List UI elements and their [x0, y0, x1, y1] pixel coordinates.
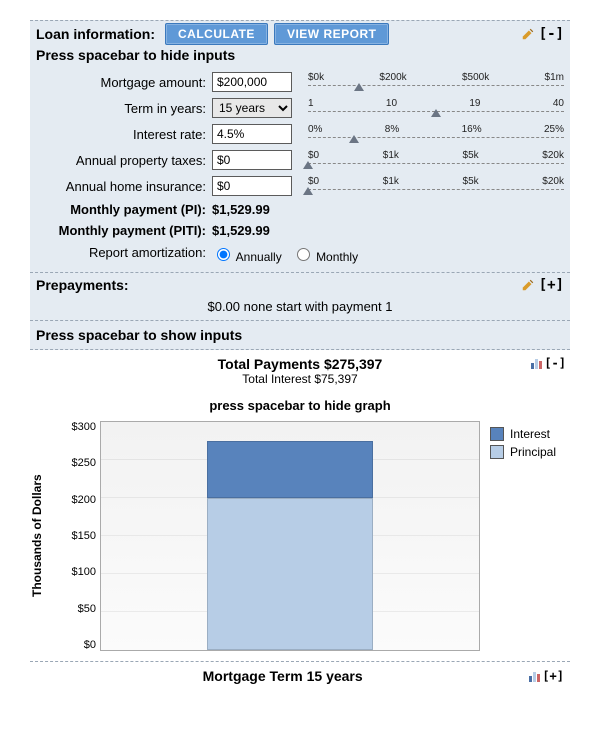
pencil-icon[interactable] [521, 278, 535, 292]
monthly-piti-value: $1,529.99 [212, 223, 302, 238]
show-inputs-row: Press spacebar to show inputs [30, 321, 570, 350]
total-payments-label: Total Payments [218, 356, 320, 372]
term-label: Term in years: [36, 101, 206, 116]
prepayments-title: Prepayments: [36, 277, 129, 293]
insurance-input[interactable] [212, 176, 292, 196]
term-slider[interactable]: 1 10 19 40 [308, 98, 564, 118]
yaxis-ticks: $300 $250 $200 $150 $100 $50 $0 [60, 421, 100, 651]
slider-thumb[interactable] [303, 187, 313, 195]
taxes-input[interactable] [212, 150, 292, 170]
loan-info-title: Loan information: [36, 26, 155, 42]
yaxis-label: Thousands of Dollars [30, 421, 60, 651]
slider-thumb[interactable] [349, 135, 359, 143]
rate-input[interactable] [212, 124, 292, 144]
footer-title: Mortgage Term 15 years [36, 668, 529, 684]
slider-thumb[interactable] [354, 83, 364, 91]
rate-slider[interactable]: 0% 8% 16% 25% [308, 124, 564, 144]
chart-area: Total Payments $275,397 Total Interest $… [30, 350, 570, 651]
footer-toggle[interactable]: [+] [542, 669, 564, 683]
monthly-pi-label: Monthly payment (PI): [36, 202, 206, 217]
chart-plot [100, 421, 480, 651]
slider-thumb[interactable] [431, 109, 441, 117]
mortgage-amount-input[interactable] [212, 72, 292, 92]
rate-label: Interest rate: [36, 127, 206, 142]
amort-monthly-radio[interactable]: Monthly [292, 250, 358, 264]
total-payments-value: $275,397 [324, 356, 382, 372]
pencil-icon[interactable] [521, 27, 535, 41]
view-report-button[interactable]: VIEW REPORT [274, 23, 390, 45]
mortgage-amount-label: Mortgage amount: [36, 75, 206, 90]
total-interest-value: $75,397 [314, 372, 357, 386]
legend-principal: Principal [490, 445, 570, 459]
term-select[interactable]: 15 years [212, 98, 292, 118]
mortgage-amount-slider[interactable]: $0k $200k $500k $1m [308, 72, 564, 92]
monthly-piti-label: Monthly payment (PITI): [36, 223, 206, 238]
mini-chart-icon[interactable] [529, 670, 540, 682]
taxes-slider[interactable]: $0 $1k $5k $20k [308, 150, 564, 170]
monthly-pi-value: $1,529.99 [212, 202, 302, 217]
amort-annually-radio[interactable]: Annually [212, 250, 282, 264]
loan-info-header: Loan information: CALCULATE VIEW REPORT … [30, 21, 570, 47]
total-interest-label: Total Interest [242, 372, 311, 386]
prepayments-panel: Prepayments: [+] $0.00 none start with p… [30, 273, 570, 321]
report-amort-label: Report amortization: [36, 245, 206, 264]
loan-info-subhead: Press spacebar to hide inputs [30, 47, 570, 69]
chart-toggle[interactable]: [-] [544, 356, 566, 370]
slider-thumb[interactable] [303, 161, 313, 169]
taxes-label: Annual property taxes: [36, 153, 206, 168]
footer-row: Mortgage Term 15 years [+] [30, 661, 570, 690]
legend-swatch [490, 445, 504, 459]
legend-interest: Interest [490, 427, 570, 441]
prepayments-toggle[interactable]: [+] [539, 277, 564, 293]
chart-title: press spacebar to hide graph [30, 388, 570, 421]
totals-row: Total Payments $275,397 Total Interest $… [30, 350, 570, 388]
prepayments-text: $0.00 none start with payment 1 [30, 297, 570, 320]
loan-info-panel: Loan information: CALCULATE VIEW REPORT … [30, 20, 570, 273]
legend-swatch [490, 427, 504, 441]
mini-chart-icon[interactable] [531, 357, 542, 369]
insurance-slider[interactable]: $0 $1k $5k $20k [308, 176, 564, 196]
chart-legend: Interest Principal [480, 421, 570, 651]
insurance-label: Annual home insurance: [36, 179, 206, 194]
loan-info-toggle[interactable]: [-] [539, 26, 564, 42]
calculate-button[interactable]: CALCULATE [165, 23, 268, 45]
